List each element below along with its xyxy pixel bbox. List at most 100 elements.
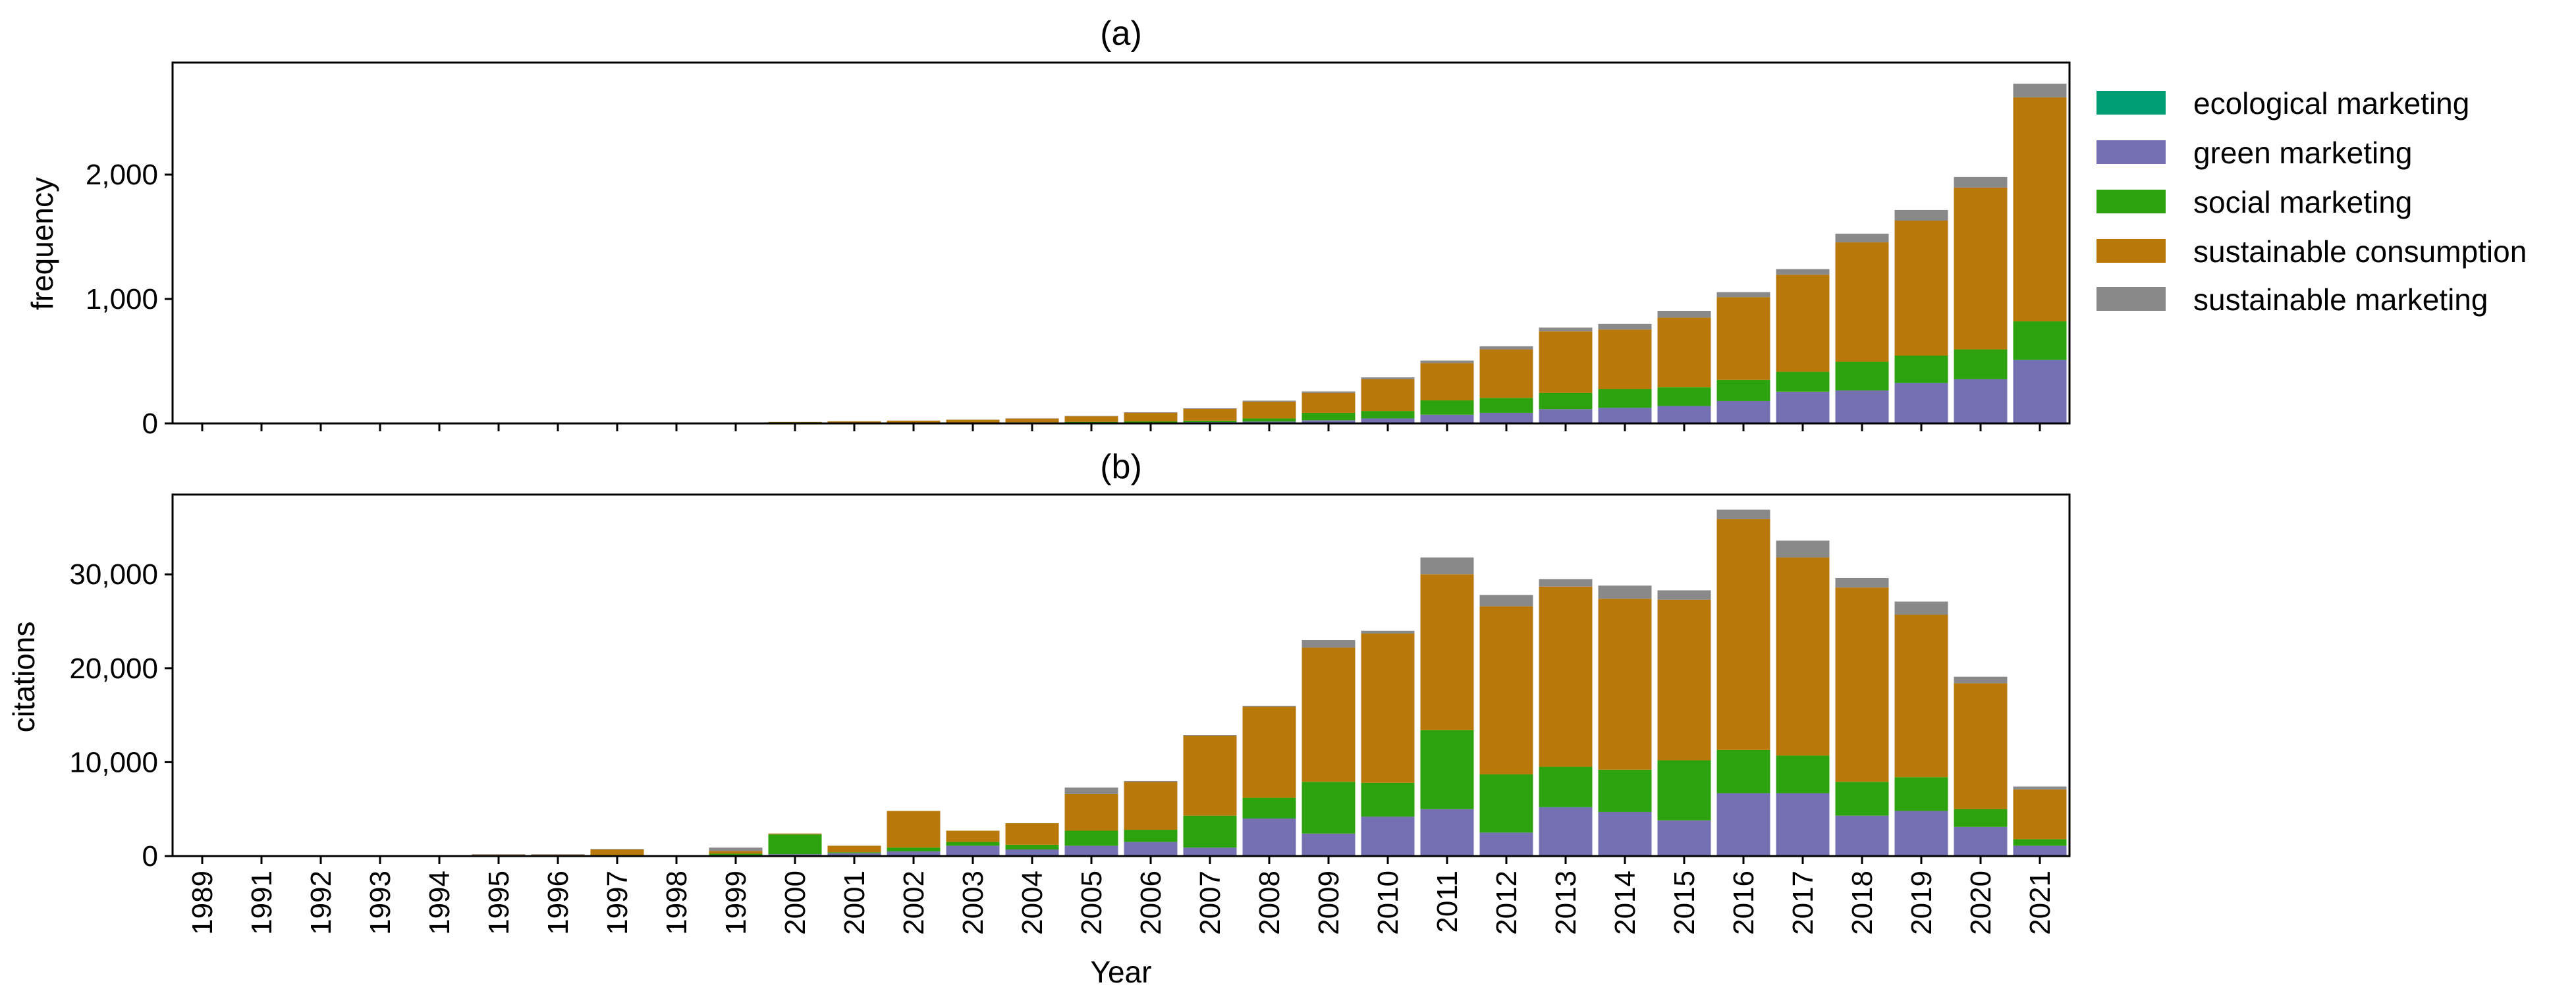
- bar-social-marketing-2015: [1657, 760, 1711, 820]
- bar-sustainable-consumption-2021: [2013, 97, 2067, 322]
- bar-sustainable-consumption-2016: [1716, 297, 1770, 380]
- panel-b-x-ticks: 1989 1991 1992 1993 1994 1995 1996 1997 1998 1999…: [186, 856, 2056, 935]
- bar-sustainable-marketing-2014: [1598, 585, 1652, 599]
- y-tick-label: 0: [142, 840, 158, 873]
- bar-green-marketing-2017: [1776, 391, 1830, 423]
- bar-green-marketing-2021: [2013, 360, 2067, 423]
- bar-social-marketing-2007: [1183, 815, 1237, 848]
- bar-sustainable-marketing-2009: [1302, 640, 1356, 648]
- legend-swatch: [2096, 91, 2166, 115]
- x-tick-label: 1993: [364, 871, 397, 935]
- bar-sustainable-consumption-2010: [1361, 633, 1415, 783]
- bar-green-marketing-2010: [1361, 817, 1415, 856]
- legend-label: ecological marketing: [2193, 86, 2469, 121]
- panel-a-axes-frame: [171, 61, 2071, 425]
- bar-green-marketing-2018: [1835, 390, 1889, 423]
- bar-green-marketing-2012: [1479, 832, 1533, 856]
- x-tick-label: 2007: [1194, 871, 1226, 935]
- bar-sustainable-marketing-2006: [1124, 412, 1178, 413]
- bar-sustainable-consumption-2011: [1420, 574, 1474, 730]
- bar-social-marketing-2019: [1894, 777, 1948, 811]
- bar-social-marketing-2016: [1716, 749, 1770, 793]
- bar-social-marketing-2013: [1539, 392, 1593, 410]
- x-tick-label: 2015: [1668, 871, 1701, 935]
- bar-sustainable-marketing-2008: [1242, 400, 1296, 402]
- bar-sustainable-consumption-2016: [1716, 519, 1770, 750]
- bar-sustainable-consumption-2014: [1598, 329, 1652, 390]
- bar-green-marketing-2011: [1420, 809, 1474, 856]
- x-tick-label: 1991: [246, 871, 278, 935]
- bar-social-marketing-2001: [827, 852, 881, 853]
- bar-social-marketing-2015: [1657, 387, 1711, 406]
- legend: ecological marketing green marketing soc…: [2096, 86, 2527, 317]
- bar-sustainable-consumption-2013: [1539, 331, 1593, 393]
- x-tick-label: 2013: [1550, 871, 1582, 935]
- bar-sustainable-consumption-2020: [1954, 683, 2008, 809]
- bar-green-marketing-2002: [887, 851, 941, 856]
- bar-sustainable-consumption-2019: [1894, 614, 1948, 778]
- bar-social-marketing-2003: [946, 842, 1000, 846]
- bar-sustainable-consumption-2012: [1479, 606, 1533, 774]
- bar-sustainable-marketing-1999: [709, 847, 763, 851]
- bar-sustainable-consumption-2009: [1302, 647, 1356, 782]
- bar-sustainable-consumption-2008: [1242, 401, 1296, 419]
- bar-sustainable-consumption-2010: [1361, 379, 1415, 412]
- x-tick-label: 2008: [1253, 871, 1286, 935]
- bar-sustainable-consumption-2001: [827, 846, 881, 853]
- bar-social-marketing-2020: [1954, 809, 2008, 827]
- bar-social-marketing-2005: [1064, 421, 1118, 423]
- bar-sustainable-consumption-2007: [1183, 736, 1237, 816]
- panel-b-title: (b): [1100, 448, 1142, 486]
- bar-sustainable-marketing-2019: [1894, 601, 1948, 615]
- bar-sustainable-consumption-2017: [1776, 557, 1830, 756]
- bar-green-marketing-2006: [1124, 842, 1178, 856]
- x-tick-label: 2009: [1313, 871, 1345, 935]
- legend-item-sustainable-consumption: sustainable consumption: [2096, 234, 2527, 269]
- bar-sustainable-consumption-2003: [946, 830, 1000, 842]
- bar-green-marketing-2013: [1539, 409, 1593, 423]
- legend-item-ecological-marketing: ecological marketing: [2096, 86, 2469, 121]
- bar-social-marketing-2011: [1420, 730, 1474, 809]
- bar-sustainable-marketing-2016: [1716, 509, 1770, 520]
- bar-sustainable-marketing-1995: [472, 854, 526, 855]
- bar-sustainable-consumption-2015: [1657, 317, 1711, 388]
- bar-social-marketing-2010: [1361, 411, 1415, 419]
- bar-green-marketing-2014: [1598, 811, 1652, 856]
- y-tick-label: 2,000: [86, 159, 158, 191]
- legend-label: sustainable marketing: [2193, 282, 2488, 317]
- x-tick-label: 2018: [1846, 871, 1878, 935]
- x-tick-label: 2017: [1787, 871, 1819, 935]
- legend-label: sustainable consumption: [2193, 234, 2527, 269]
- bar-green-marketing-2009: [1302, 420, 1356, 423]
- bar-social-marketing-2008: [1242, 797, 1296, 819]
- legend-item-green-marketing: green marketing: [2096, 136, 2412, 170]
- x-tick-label: 2001: [838, 871, 871, 935]
- bar-social-marketing-2012: [1479, 398, 1533, 413]
- bar-social-marketing-2019: [1894, 356, 1948, 383]
- x-tick-label: 2014: [1609, 871, 1641, 935]
- legend-item-social-marketing: social marketing: [2096, 185, 2412, 219]
- y-tick-label: 1,000: [86, 283, 158, 315]
- bar-social-marketing-2004: [1005, 844, 1059, 850]
- bar-social-marketing-2007: [1183, 420, 1237, 423]
- bar-green-marketing-2007: [1183, 847, 1237, 856]
- bar-sustainable-consumption-2017: [1776, 275, 1830, 372]
- bar-sustainable-marketing-2017: [1776, 269, 1830, 275]
- legend-item-sustainable-marketing: sustainable marketing: [2096, 282, 2488, 317]
- bar-sustainable-consumption-2019: [1894, 220, 1948, 356]
- bar-sustainable-marketing-2012: [1479, 595, 1533, 606]
- bar-sustainable-consumption-2001: [827, 421, 881, 423]
- panel-a-title: (a): [1100, 14, 1142, 53]
- bar-social-marketing-2011: [1420, 400, 1474, 415]
- bar-sustainable-consumption-2003: [946, 419, 1000, 423]
- bar-social-marketing-2018: [1835, 362, 1889, 390]
- bar-sustainable-consumption-2018: [1835, 242, 1889, 362]
- y-tick-label: 30,000: [69, 558, 158, 591]
- bar-sustainable-marketing-2015: [1657, 590, 1711, 600]
- bar-sustainable-consumption-2008: [1242, 707, 1296, 798]
- bar-green-marketing-2019: [1894, 811, 1948, 856]
- bar-sustainable-marketing-2006: [1124, 780, 1178, 782]
- x-tick-label: 1996: [542, 871, 574, 935]
- bar-sustainable-marketing-2010: [1361, 377, 1415, 379]
- x-tick-label: 2011: [1431, 871, 1464, 933]
